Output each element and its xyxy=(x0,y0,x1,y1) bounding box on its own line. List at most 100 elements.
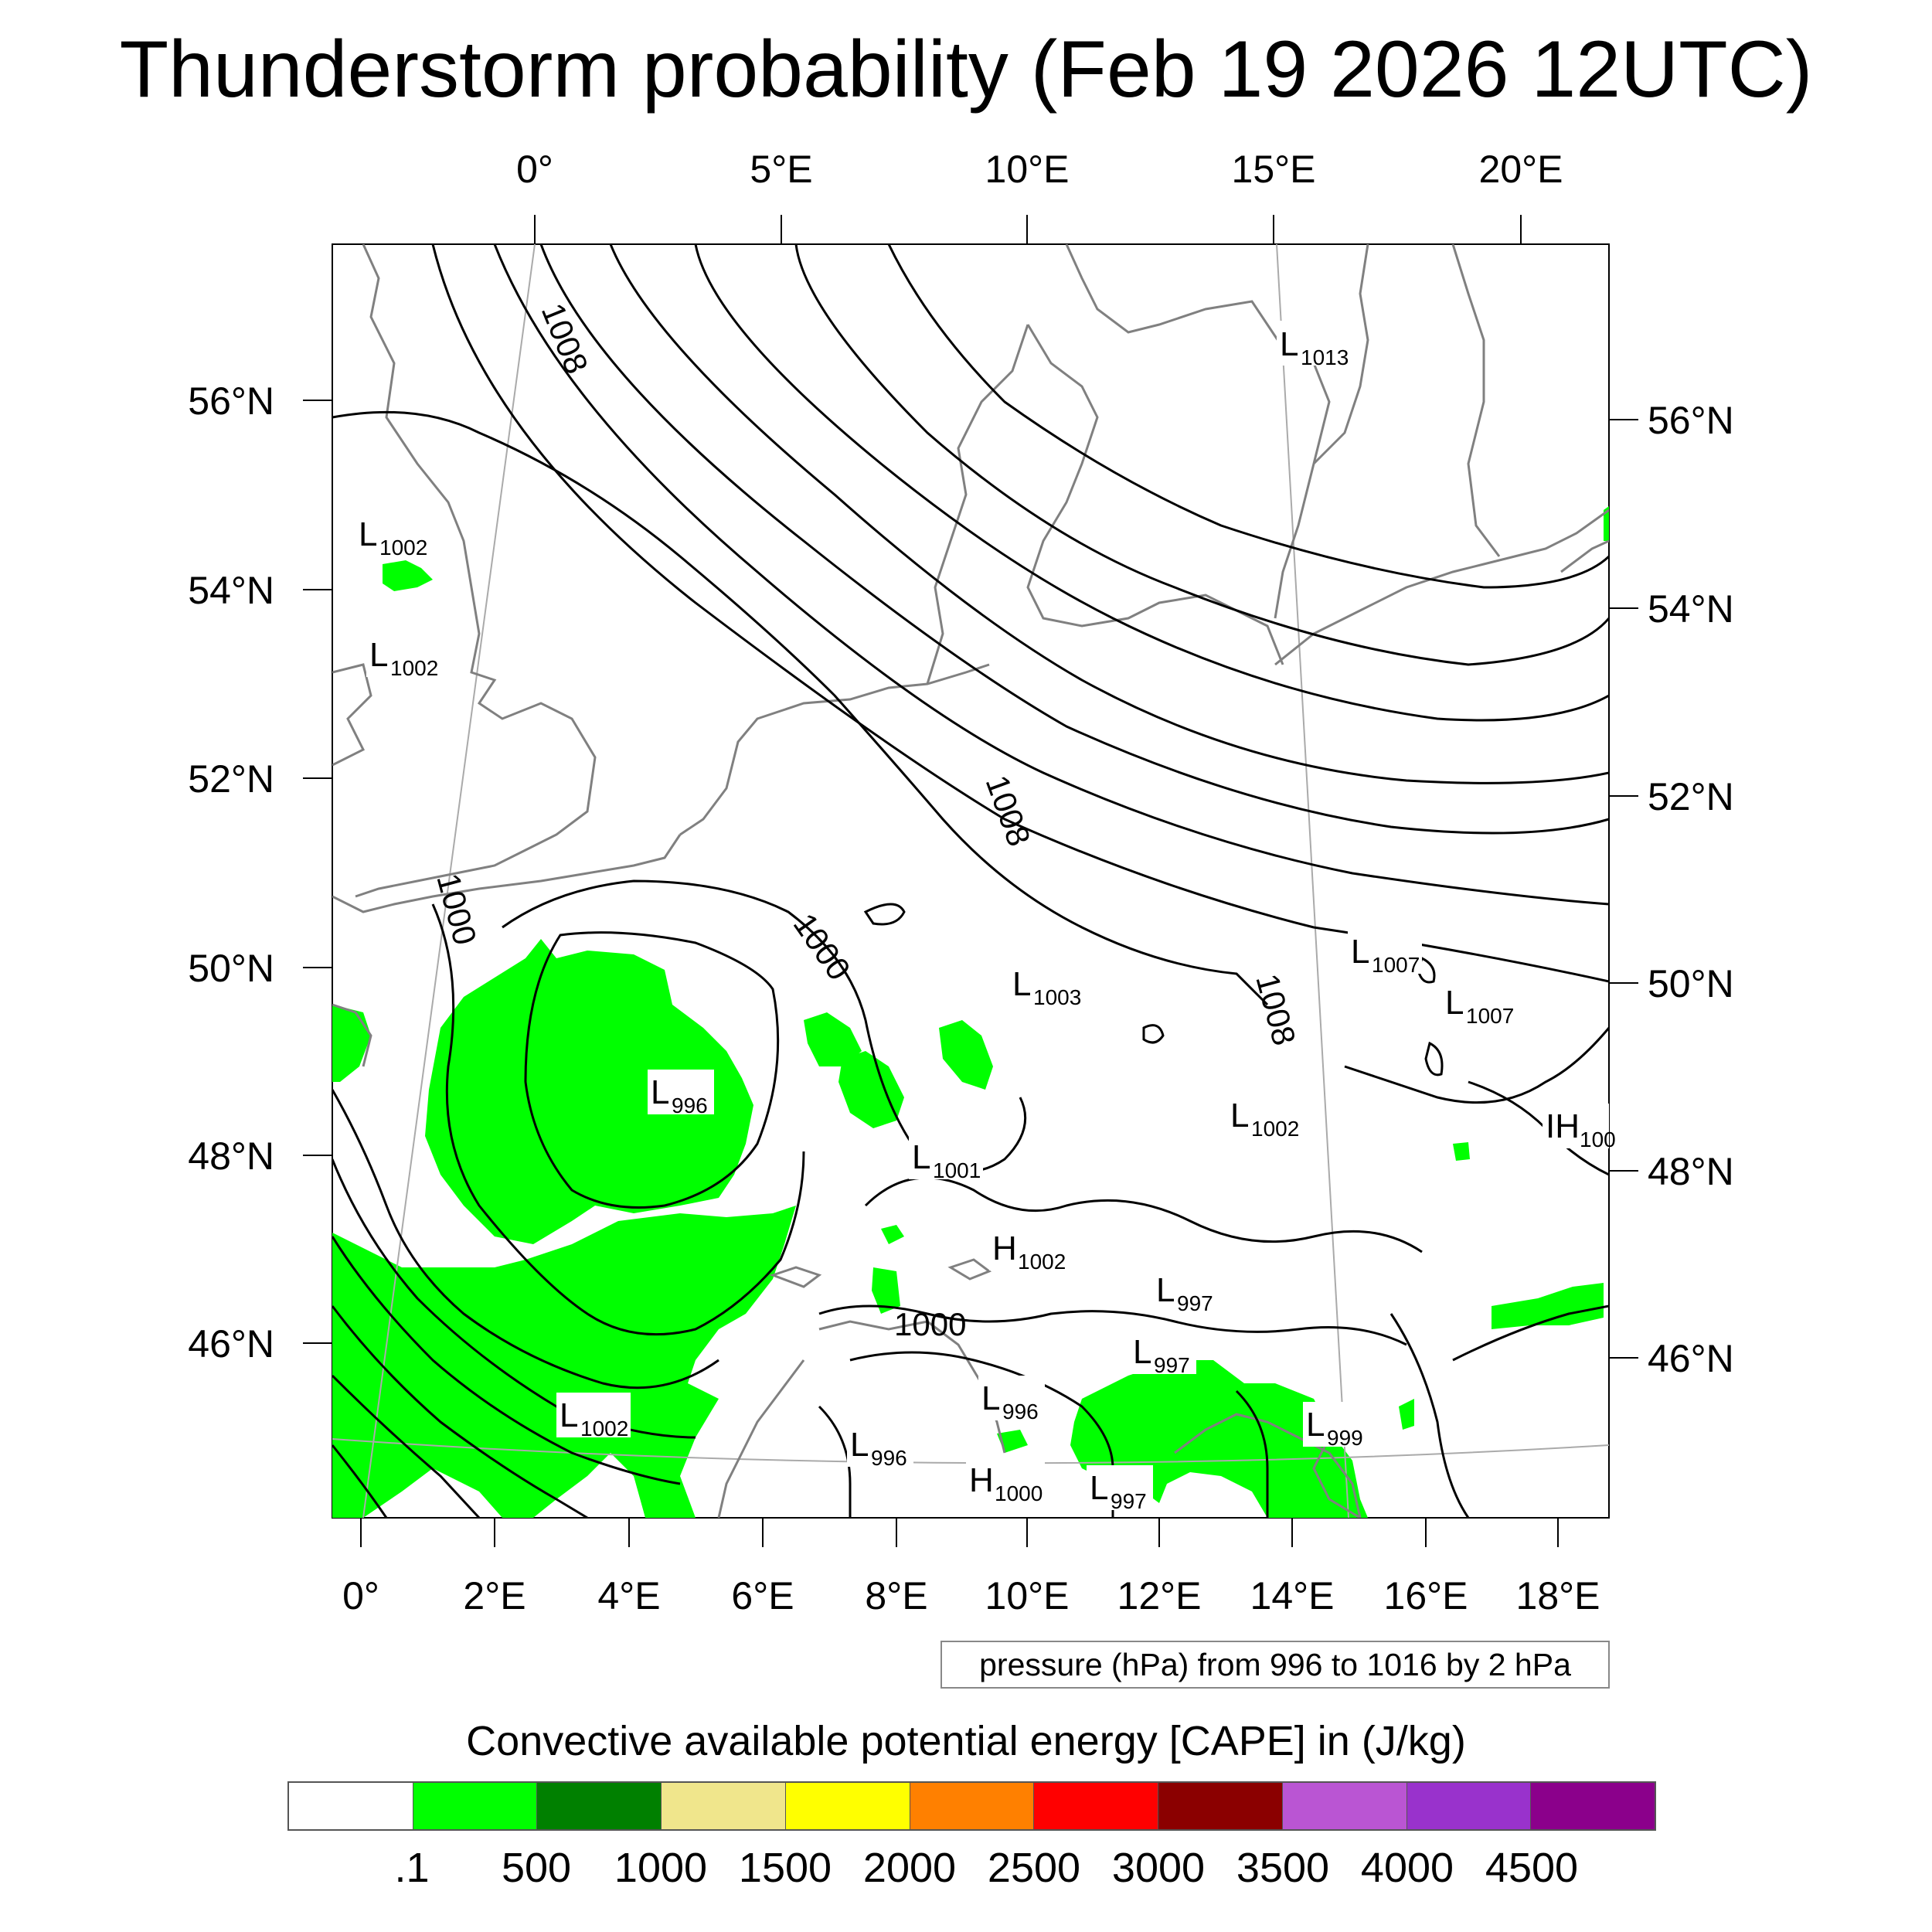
bottom-lon-label: 4°E xyxy=(597,1574,660,1617)
svg-text:1002: 1002 xyxy=(390,656,438,680)
cape-area-east xyxy=(1492,1283,1604,1329)
svg-text:L: L xyxy=(850,1426,869,1464)
colorbar-box xyxy=(785,1783,910,1829)
svg-text:L: L xyxy=(1351,933,1369,971)
colorbar-box xyxy=(413,1783,538,1829)
bottom-lon-label: 2°E xyxy=(463,1574,526,1617)
coastlines xyxy=(332,244,1609,1518)
svg-text:L: L xyxy=(1445,984,1464,1022)
coast-finland xyxy=(1451,244,1501,557)
svg-text:L: L xyxy=(981,1379,1000,1417)
svg-text:L: L xyxy=(651,1073,669,1111)
svg-text:L: L xyxy=(1280,325,1298,363)
coast-lake-geneva xyxy=(769,1266,822,1288)
pressure-center: L 1003 xyxy=(1009,961,1083,1009)
colorbar-box xyxy=(662,1783,786,1829)
pressure-center: L 996 xyxy=(847,1422,913,1470)
cape-area-patch-e xyxy=(1604,506,1609,541)
isobars xyxy=(332,244,1609,1518)
bottom-lon-label: 6°E xyxy=(731,1574,794,1617)
svg-text:L: L xyxy=(1306,1406,1325,1444)
pressure-centers: L 1013 L 1002 L 1002 L 996 L 1003 L 1007 xyxy=(355,321,1616,1513)
bottom-lon-label: 14°E xyxy=(1250,1574,1335,1617)
svg-text:L: L xyxy=(1156,1271,1175,1309)
svg-text:1000: 1000 xyxy=(995,1481,1043,1505)
cape-area-germany-a xyxy=(804,1012,862,1066)
left-lat-label: 52°N xyxy=(188,757,274,801)
pressure-center: L 999 xyxy=(1303,1402,1369,1450)
pressure-center: L 1007 xyxy=(1442,980,1516,1028)
svg-text:IH: IH xyxy=(1546,1107,1580,1145)
pressure-center: H 1002 xyxy=(989,1226,1068,1274)
pressure-center: L 997 xyxy=(1153,1267,1219,1315)
top-lon-label: 5°E xyxy=(750,148,812,191)
svg-text:996: 996 xyxy=(871,1446,907,1470)
right-lat-label: 54°N xyxy=(1648,587,1734,631)
svg-text:1001: 1001 xyxy=(933,1158,981,1182)
colorbar-label: 4500 xyxy=(1485,1845,1579,1891)
cape-area-north-uk xyxy=(383,560,433,591)
right-lat-label: 46°N xyxy=(1648,1337,1734,1380)
cape-area-central-low xyxy=(425,939,753,1244)
coast-denmark-west xyxy=(926,324,1029,685)
colorbar-label: 500 xyxy=(501,1845,572,1891)
top-longitude-labels: 0° 5°E 10°E 15°E 20°E xyxy=(516,148,1563,191)
pressure-center: L 1002 xyxy=(1227,1093,1301,1141)
coast-italy-west xyxy=(717,1359,805,1518)
pressure-center: L 1002 xyxy=(366,632,440,680)
svg-text:L: L xyxy=(912,1138,930,1176)
pressure-center: H 1000 xyxy=(966,1458,1045,1505)
svg-text:1002: 1002 xyxy=(580,1417,628,1440)
right-latitude-labels: 56°N 54°N 52°N 50°N 48°N 46°N xyxy=(1648,399,1734,1380)
cape-area-west-edge xyxy=(332,1005,371,1082)
cape-area-germany-b xyxy=(838,1051,904,1128)
cape-area-southwest xyxy=(332,1206,796,1518)
colorbar-label: 1500 xyxy=(738,1845,832,1891)
left-lat-label: 56°N xyxy=(188,379,274,423)
cape-area-adriatic xyxy=(1399,1399,1414,1430)
colorbar-box xyxy=(1406,1783,1532,1829)
colorbar-box xyxy=(289,1783,413,1829)
right-lat-label: 56°N xyxy=(1648,399,1734,442)
bottom-lon-label: 18°E xyxy=(1516,1574,1600,1617)
svg-text:997: 997 xyxy=(1111,1489,1147,1513)
isobar-low-996 xyxy=(524,931,780,1209)
colorbar-label: 2500 xyxy=(987,1845,1081,1891)
left-latitude-labels: 56°N 54°N 52°N 50°N 48°N 46°N xyxy=(188,379,274,1366)
left-lat-label: 54°N xyxy=(188,569,274,612)
pressure-center: L 1002 xyxy=(355,512,430,560)
svg-text:1002: 1002 xyxy=(1251,1117,1299,1141)
coast-wales xyxy=(332,663,372,767)
bottom-lon-label: 0° xyxy=(342,1574,379,1617)
colorbar-label: 2000 xyxy=(862,1845,957,1891)
right-lat-label: 50°N xyxy=(1648,962,1734,1005)
colorbar-box xyxy=(1531,1783,1655,1829)
colorbar-labels: .1 500 1000 1500 2000 2500 3000 3500 400… xyxy=(0,1843,1932,1897)
pressure-center: L 996 xyxy=(648,1070,714,1117)
svg-text:L: L xyxy=(359,515,377,553)
coast-britain xyxy=(355,244,597,898)
pressure-center: L 996 xyxy=(978,1376,1045,1423)
bottom-lon-label: 10°E xyxy=(985,1574,1070,1617)
colorbar-box xyxy=(1034,1783,1159,1829)
colorbar-label: 3500 xyxy=(1236,1845,1330,1891)
pressure-center: IH 100 xyxy=(1543,1104,1616,1151)
svg-text:L: L xyxy=(1133,1333,1151,1371)
svg-text:H: H xyxy=(969,1461,994,1499)
cape-area-patch-c xyxy=(1453,1142,1470,1161)
coast-sweden xyxy=(1065,244,1331,619)
svg-text:1013: 1013 xyxy=(1301,345,1349,369)
colorbar-label: 1000 xyxy=(614,1845,708,1891)
svg-text:H: H xyxy=(992,1230,1017,1267)
cape-area-patch-d xyxy=(997,1430,1028,1453)
svg-text:997: 997 xyxy=(1154,1353,1190,1377)
bottom-lon-label: 8°E xyxy=(865,1574,927,1617)
coast-lake-constance xyxy=(947,1258,992,1281)
right-lat-label: 48°N xyxy=(1648,1150,1734,1193)
colorbar-box xyxy=(537,1783,662,1829)
cape-area-germany-c xyxy=(939,1020,993,1090)
coast-brittany xyxy=(332,1003,372,1067)
svg-text:1002: 1002 xyxy=(1018,1250,1066,1274)
svg-text:1007: 1007 xyxy=(1466,1004,1514,1028)
pressure-center: L 997 xyxy=(1130,1329,1196,1377)
